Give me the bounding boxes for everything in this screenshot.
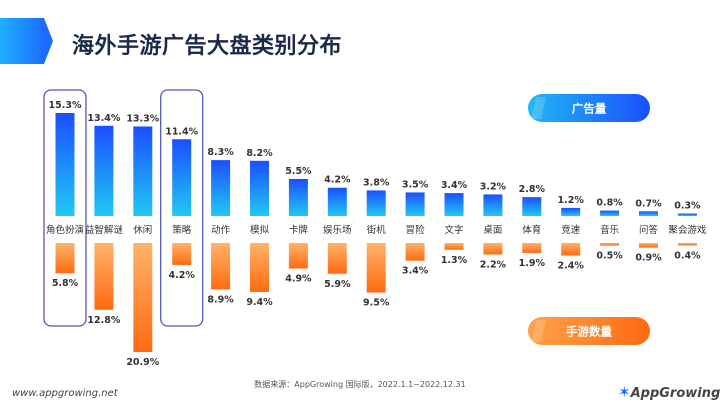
game-bar[interactable] xyxy=(367,243,386,293)
category-label: 竞速 xyxy=(561,224,581,236)
game-bar[interactable] xyxy=(172,243,191,265)
ad-bar[interactable] xyxy=(250,161,269,216)
ad-value-label: 15.3% xyxy=(49,100,82,111)
game-value-label: 1.9% xyxy=(519,258,546,269)
category-label: 街机 xyxy=(367,224,387,236)
ad-bar[interactable] xyxy=(289,179,308,216)
ad-bar[interactable] xyxy=(678,214,697,217)
diverging-bar-chart: 15.3% 13.4% 13.3% 11.4% 8.3% 8.2% 5.5% 4.2% 3.8%… xyxy=(0,0,720,405)
game-bar[interactable] xyxy=(483,243,502,254)
ad-value-label: 8.2% xyxy=(246,148,273,159)
data-source-note: 数据来源：AppGrowing 国际版，2022.1.1~2022.12.31 xyxy=(200,379,520,390)
ad-bar[interactable] xyxy=(600,211,619,216)
category-label: 休闲 xyxy=(133,224,152,236)
game-bar[interactable] xyxy=(639,243,658,248)
game-bar[interactable] xyxy=(328,243,347,274)
ad-value-label: 8.3% xyxy=(207,147,234,158)
game-value-label: 12.8% xyxy=(87,315,120,326)
category-label: 角色扮演 xyxy=(46,224,84,236)
ad-bar[interactable] xyxy=(211,160,230,216)
game-value-label: 4.2% xyxy=(169,270,196,281)
game-bar[interactable] xyxy=(445,243,464,250)
ad-bar[interactable] xyxy=(522,197,541,216)
game-bar[interactable] xyxy=(522,243,541,253)
category-label: 益智解谜 xyxy=(85,224,124,236)
category-label: 音乐 xyxy=(600,224,620,236)
game-bar[interactable] xyxy=(94,243,113,310)
logo-mark-icon: ✶ xyxy=(618,383,631,401)
category-label: 聚会游戏 xyxy=(668,224,707,236)
ad-bar[interactable] xyxy=(445,193,464,216)
game-bar[interactable] xyxy=(289,243,308,269)
ad-bar[interactable] xyxy=(561,208,580,216)
category-label: 卡牌 xyxy=(289,224,309,236)
ad-value-label: 3.8% xyxy=(363,177,390,188)
category-label: 冒险 xyxy=(406,224,426,236)
game-bar[interactable] xyxy=(600,243,619,246)
ad-value-label: 0.7% xyxy=(635,198,662,209)
game-value-label: 5.9% xyxy=(324,279,351,290)
ad-value-label: 5.5% xyxy=(285,166,312,177)
website-link[interactable]: www.appgrowing.net xyxy=(12,388,118,399)
legend-ad-label: 广告量 xyxy=(572,102,607,116)
game-bar[interactable] xyxy=(678,243,697,246)
game-bar[interactable] xyxy=(406,243,425,261)
category-label: 娱乐场 xyxy=(323,224,352,236)
game-value-label: 2.2% xyxy=(480,259,507,270)
game-bar[interactable] xyxy=(561,243,580,256)
legend-game-label: 手游数量 xyxy=(566,325,612,339)
ad-value-label: 3.5% xyxy=(402,179,429,190)
game-value-label: 3.4% xyxy=(402,266,429,277)
ad-bar[interactable] xyxy=(328,188,347,216)
game-bar[interactable] xyxy=(211,243,230,289)
game-bar[interactable] xyxy=(250,243,269,292)
ad-value-label: 3.4% xyxy=(441,180,468,191)
ad-bar[interactable] xyxy=(133,126,152,216)
game-value-label: 2.4% xyxy=(558,261,585,272)
ad-bar[interactable] xyxy=(94,126,113,216)
game-value-label: 4.9% xyxy=(285,274,312,285)
category-label: 问答 xyxy=(639,224,659,236)
game-value-label: 5.8% xyxy=(52,278,79,289)
category-label: 策略 xyxy=(172,224,192,236)
game-value-label: 9.4% xyxy=(246,297,273,308)
ad-bar[interactable] xyxy=(639,211,658,216)
appgrowing-logo: ✶AppGrowing xyxy=(618,383,718,401)
ad-value-label: 0.3% xyxy=(674,201,701,212)
game-bar[interactable] xyxy=(56,243,75,273)
category-label: 体育 xyxy=(522,224,541,236)
logo-text: AppGrowing xyxy=(631,386,720,401)
game-value-label: 1.3% xyxy=(441,255,468,266)
category-label: 桌面 xyxy=(483,224,502,236)
ad-value-label: 2.8% xyxy=(519,184,546,195)
game-value-label: 0.9% xyxy=(635,253,662,264)
game-value-label: 8.9% xyxy=(207,294,234,305)
game-bar[interactable] xyxy=(133,243,152,352)
category-label: 文字 xyxy=(444,224,463,236)
ad-value-label: 4.2% xyxy=(324,175,351,186)
ad-value-label: 11.4% xyxy=(165,126,198,137)
ad-bar[interactable] xyxy=(56,113,75,216)
ad-value-label: 13.4% xyxy=(87,113,120,124)
ad-value-label: 13.3% xyxy=(126,113,159,124)
category-label: 动作 xyxy=(211,224,231,236)
ad-bar[interactable] xyxy=(483,194,502,216)
ad-value-label: 0.8% xyxy=(596,198,623,209)
game-value-label: 9.5% xyxy=(363,298,390,309)
ad-value-label: 1.2% xyxy=(558,195,585,206)
game-value-label: 0.5% xyxy=(596,251,623,262)
game-value-label: 0.4% xyxy=(674,251,701,262)
category-label: 模拟 xyxy=(250,224,270,236)
ad-bar[interactable] xyxy=(367,190,386,216)
game-value-label: 20.9% xyxy=(126,357,159,368)
ad-bar[interactable] xyxy=(172,139,191,216)
ad-value-label: 3.2% xyxy=(480,181,507,192)
ad-bar[interactable] xyxy=(406,192,425,216)
